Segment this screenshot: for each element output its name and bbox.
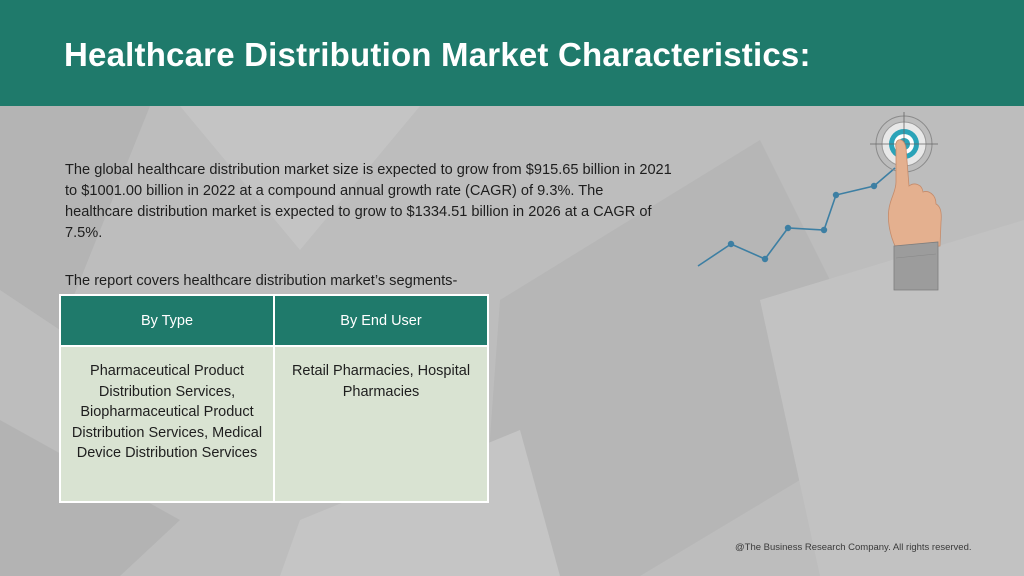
header-by-end-user: By End User: [273, 294, 489, 347]
header-bar: Healthcare Distribution Market Character…: [0, 0, 1024, 106]
table-row: Pharmaceutical Product Distribution Serv…: [59, 345, 489, 503]
intro-paragraph: The global healthcare distribution marke…: [65, 162, 672, 241]
segments-label: The report covers healthcare distributio…: [65, 273, 458, 289]
segments-table: By Type By End User Pharmaceutical Produ…: [59, 294, 489, 503]
page-title: Healthcare Distribution Market Character…: [64, 36, 811, 73]
cell-type-values: Pharmaceutical Product Distribution Serv…: [59, 345, 275, 503]
header-by-type: By Type: [59, 294, 275, 347]
table-header-row: By Type By End User: [59, 294, 489, 347]
cell-end-user-values: Retail Pharmacies, Hospital Pharmacies: [273, 345, 489, 503]
growth-chart-target-icon: [697, 112, 942, 291]
copyright-footer: @The Business Research Company. All righ…: [735, 542, 972, 553]
